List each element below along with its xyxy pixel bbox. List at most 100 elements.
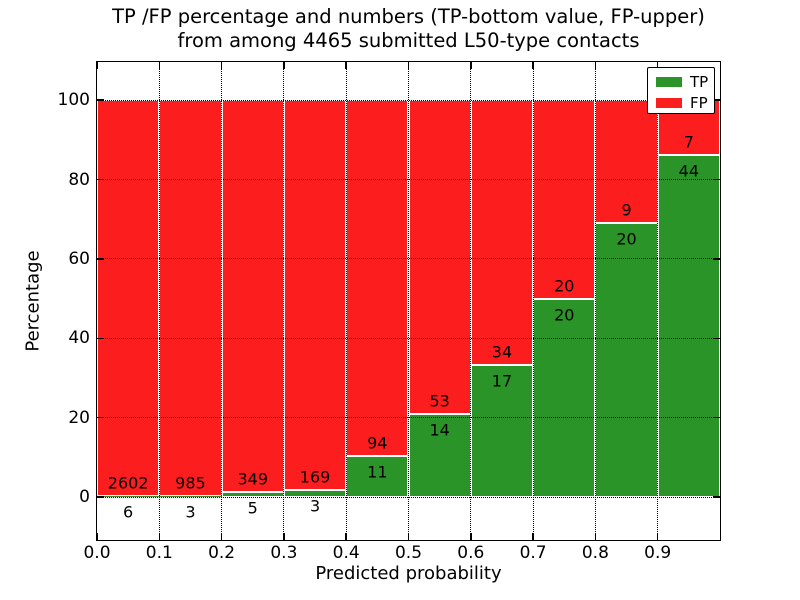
bar-segment-tp-6 xyxy=(470,364,534,498)
tp-count-label-3: 3 xyxy=(309,496,321,516)
bar-segment-fp-0 xyxy=(97,100,160,497)
ytick-label-20: 20 xyxy=(68,407,90,428)
fp-count-label-5: 53 xyxy=(429,391,450,411)
xtick-bottom-0.5 xyxy=(407,533,410,540)
tp-count-label-0: 6 xyxy=(123,502,134,522)
ytick-left-60 xyxy=(97,258,104,260)
bar-segment-fp-6 xyxy=(470,100,534,365)
ytick-label-100: 100 xyxy=(57,90,90,111)
ytick-right-80 xyxy=(713,178,720,181)
tp-count-label-7: 20 xyxy=(554,305,575,325)
xtick-top-0.0 xyxy=(96,62,98,69)
fp-count-label-2: 349 xyxy=(237,469,269,488)
gridline-x-0.7 xyxy=(532,62,534,540)
ytick-left-100 xyxy=(97,99,104,101)
ytick-right-40 xyxy=(713,337,720,340)
chart-title-line1: TP /FP percentage and numbers (TP-bottom… xyxy=(112,5,705,28)
ytick-right-20 xyxy=(713,416,720,419)
legend-fp-label: FP xyxy=(690,94,708,112)
fp-count-label-8: 9 xyxy=(621,200,632,220)
xtick-bottom-0.4 xyxy=(345,533,347,540)
ytick-left-40 xyxy=(97,337,104,340)
gridline-y-60 xyxy=(97,258,720,260)
xtick-label-0.6: 0.6 xyxy=(457,543,485,563)
bar-segment-fp-8 xyxy=(595,100,658,224)
fp-count-label-6: 34 xyxy=(491,342,513,362)
xtick-label-0.0: 0.0 xyxy=(83,543,111,563)
fp-count-label-7: 20 xyxy=(554,276,575,296)
tp-count-label-4: 11 xyxy=(367,462,388,482)
bar-segment-fp-2 xyxy=(221,100,284,492)
x-axis-label: Predicted probability xyxy=(315,563,502,584)
ytick-label-40: 40 xyxy=(68,328,90,349)
xtick-bottom-0.9 xyxy=(656,533,659,540)
fp-count-label-1: 985 xyxy=(175,473,206,493)
bar-segment-tp-8 xyxy=(595,223,658,498)
tp-count-label-5: 14 xyxy=(429,420,450,440)
bar-segment-tp-1 xyxy=(159,495,222,498)
legend: TP FP xyxy=(647,67,715,114)
legend-item-fp: FP xyxy=(648,93,714,113)
xtick-top-0.4 xyxy=(345,62,347,69)
bar-segment-fp-7 xyxy=(533,100,596,299)
gridline-y-40 xyxy=(97,337,720,339)
ytick-label-80: 80 xyxy=(68,169,90,190)
chart-title: TP /FP percentage and numbers (TP-bottom… xyxy=(97,5,720,52)
fp-count-label-0: 2602 xyxy=(107,473,149,493)
xtick-label-0.8: 0.8 xyxy=(581,543,609,563)
bar-segment-tp-4 xyxy=(346,455,409,498)
gridline-x-0.9 xyxy=(657,62,659,540)
gridline-x-0.4 xyxy=(345,62,347,540)
gridline-y-100 xyxy=(97,99,720,101)
tp-swatch-icon xyxy=(656,77,682,87)
xtick-top-0.7 xyxy=(532,62,534,69)
xtick-top-0.6 xyxy=(470,62,472,69)
bar-segment-fp-3 xyxy=(283,100,347,491)
ytick-right-100 xyxy=(713,99,720,101)
tp-count-label-6: 17 xyxy=(491,371,513,391)
ytick-left-0 xyxy=(97,496,104,498)
ytick-left-20 xyxy=(97,416,104,419)
xtick-label-0.2: 0.2 xyxy=(208,543,236,563)
xtick-label-0.1: 0.1 xyxy=(145,543,173,563)
bar-segment-fp-4 xyxy=(346,100,409,456)
gridline-x-0.2 xyxy=(221,62,223,540)
plot-area: TP FP 2602 6 985 3 349 5 169 3 94 11 53 14 34 17 20 20 9… xyxy=(96,61,721,541)
xtick-label-0.4: 0.4 xyxy=(332,543,360,563)
xtick-top-0.5 xyxy=(407,62,410,69)
xtick-bottom-0.0 xyxy=(96,533,98,540)
ytick-left-80 xyxy=(97,178,104,181)
fp-count-label-9: 7 xyxy=(683,132,694,152)
ytick-right-0 xyxy=(713,496,720,498)
bar-segment-tp-5 xyxy=(408,414,471,498)
bar-segment-tp-7 xyxy=(533,298,596,498)
gridline-y-20 xyxy=(97,417,720,419)
bar-segment-fp-1 xyxy=(159,100,222,496)
ytick-label-60: 60 xyxy=(68,248,90,269)
gridline-x-0.5 xyxy=(408,62,409,540)
xtick-label-0.7: 0.7 xyxy=(519,543,547,563)
gridline-x-0.3 xyxy=(283,62,285,540)
bar-segment-fp-5 xyxy=(408,100,471,415)
xtick-bottom-0.6 xyxy=(470,533,472,540)
xtick-bottom-0.2 xyxy=(220,533,223,540)
ytick-right-60 xyxy=(713,258,720,260)
chart-title-line2: from among 4465 submitted L50-type conta… xyxy=(177,28,640,52)
xtick-top-0.9 xyxy=(656,62,659,69)
legend-item-tp: TP xyxy=(648,72,714,92)
fp-count-label-3: 169 xyxy=(299,467,331,487)
gridline-x-0.8 xyxy=(594,62,596,540)
gridline-y-0 xyxy=(97,496,720,498)
gridline-x-0.6 xyxy=(470,62,472,540)
xtick-label-0.9: 0.9 xyxy=(644,543,672,563)
legend-tp-label: TP xyxy=(690,73,709,91)
xtick-top-0.3 xyxy=(283,62,285,69)
xtick-bottom-0.1 xyxy=(158,533,161,540)
xtick-bottom-0.7 xyxy=(532,533,534,540)
xtick-bottom-0.3 xyxy=(283,533,285,540)
gridline-y-80 xyxy=(97,179,720,180)
xtick-label-0.5: 0.5 xyxy=(394,543,423,563)
y-axis-label: Percentage xyxy=(22,250,44,352)
tp-count-label-8: 20 xyxy=(616,229,637,249)
